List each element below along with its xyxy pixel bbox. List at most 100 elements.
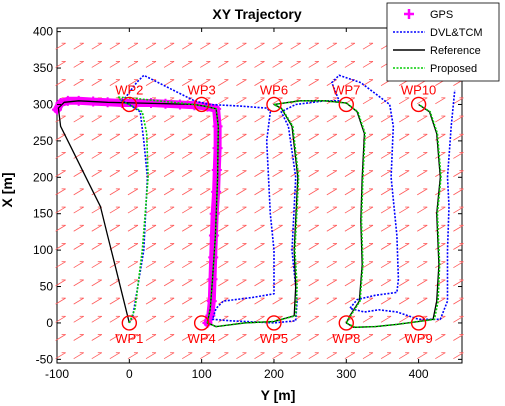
field-arrow <box>181 352 193 360</box>
field-arrow <box>272 133 283 141</box>
field-arrow <box>272 206 283 214</box>
field-arrow <box>127 133 139 141</box>
field-arrow <box>254 315 265 323</box>
field-arrow <box>308 261 319 269</box>
field-arrow <box>218 79 229 86</box>
field-arrow <box>344 261 356 269</box>
field-arrow <box>91 334 102 341</box>
field-arrow <box>55 315 66 323</box>
waypoint-marker <box>121 315 138 331</box>
field-arrow <box>254 115 265 123</box>
waypoint-label: WP3 <box>188 82 216 97</box>
field-arrow <box>145 334 157 341</box>
waypoint-marker <box>338 315 354 331</box>
field-arrow <box>308 206 319 214</box>
gps-point <box>211 165 222 176</box>
field-arrow <box>91 315 102 323</box>
field-arrow <box>127 261 139 269</box>
gps-point <box>52 104 62 115</box>
field-arrow <box>290 79 301 86</box>
chart-title: XY Trajectory <box>212 6 301 22</box>
field-arrow <box>91 261 102 269</box>
field-arrow <box>254 79 265 86</box>
waypoint-marker <box>266 315 282 331</box>
x-axis-label: Y [m] <box>261 387 296 403</box>
y-tick-label: 200 <box>33 170 53 184</box>
field-arrow <box>362 315 374 323</box>
gps-point <box>211 186 222 197</box>
field-arrow <box>200 352 211 360</box>
field-arrow <box>163 334 175 341</box>
field-arrow <box>55 334 66 341</box>
field-arrow <box>181 42 193 50</box>
field-arrow <box>308 243 319 250</box>
field-arrow <box>290 42 301 50</box>
field-arrow <box>290 352 301 360</box>
field-arrow <box>254 279 265 287</box>
field-arrow <box>308 133 319 141</box>
field-arrow <box>200 334 211 341</box>
field-arrow <box>362 170 374 177</box>
field-arrow <box>308 297 319 305</box>
field-arrow <box>127 152 139 159</box>
field-arrow <box>127 79 139 86</box>
field-arrow <box>344 61 356 68</box>
field-arrow <box>272 42 283 50</box>
field-arrow <box>417 188 428 196</box>
field-arrow <box>344 279 356 287</box>
field-arrow <box>290 61 301 68</box>
field-arrow <box>145 188 157 196</box>
field-arrow <box>254 152 265 159</box>
field-arrow <box>344 352 356 360</box>
field-arrow <box>91 297 102 305</box>
field-arrow <box>236 243 247 250</box>
field-arrow <box>290 188 301 196</box>
field-arrow <box>218 279 229 287</box>
field-arrow <box>73 170 84 177</box>
field-arrow <box>380 352 392 360</box>
field-arrow <box>417 97 428 105</box>
field-arrow <box>326 261 338 269</box>
field-arrow <box>326 152 338 159</box>
field-arrow <box>380 279 392 287</box>
field-arrow <box>163 170 175 177</box>
field-arrow <box>435 152 446 159</box>
waypoint-label: WP4 <box>188 331 216 346</box>
field-arrow <box>73 42 84 50</box>
field-arrow <box>326 315 338 323</box>
field-arrow <box>55 152 66 159</box>
field-arrow <box>435 115 446 123</box>
field-arrow <box>181 261 193 269</box>
waypoint-marker <box>121 96 138 113</box>
field-arrow <box>344 188 356 196</box>
field-arrow <box>73 315 84 323</box>
field-arrow <box>254 188 265 196</box>
marks-layer: WP1 WP2 WP3 WP4 WP5 WP6 WP7 WP8 WP9 WP10 <box>52 42 464 360</box>
field-arrow <box>308 224 319 232</box>
plot-area: WP1 WP2 WP3 WP4 WP5 WP6 WP7 WP8 WP9 WP10 -100 0 100… <box>33 25 464 381</box>
field-arrow <box>55 279 66 287</box>
field-arrow <box>218 315 229 323</box>
field-arrow <box>308 315 319 323</box>
field-arrow <box>380 133 392 141</box>
field-arrow <box>254 42 265 50</box>
field-arrow <box>344 152 356 159</box>
y-axis-label: X [m] <box>0 173 15 208</box>
field-arrow <box>236 224 247 232</box>
field-arrow <box>380 297 392 305</box>
field-arrow <box>127 42 139 50</box>
field-arrow <box>398 261 410 269</box>
field-arrow <box>236 334 247 341</box>
field-arrow <box>91 243 102 250</box>
field-arrow <box>145 42 157 50</box>
field-arrow <box>163 42 175 50</box>
field-arrow <box>254 243 265 250</box>
legend: GPS DVL&TCM Reference Proposed <box>386 2 500 82</box>
field-arrow <box>55 224 66 232</box>
field-arrow <box>109 115 121 123</box>
field-arrow <box>453 133 464 141</box>
field-arrow <box>109 224 121 232</box>
field-arrow <box>326 279 338 287</box>
field-arrow <box>236 170 247 177</box>
